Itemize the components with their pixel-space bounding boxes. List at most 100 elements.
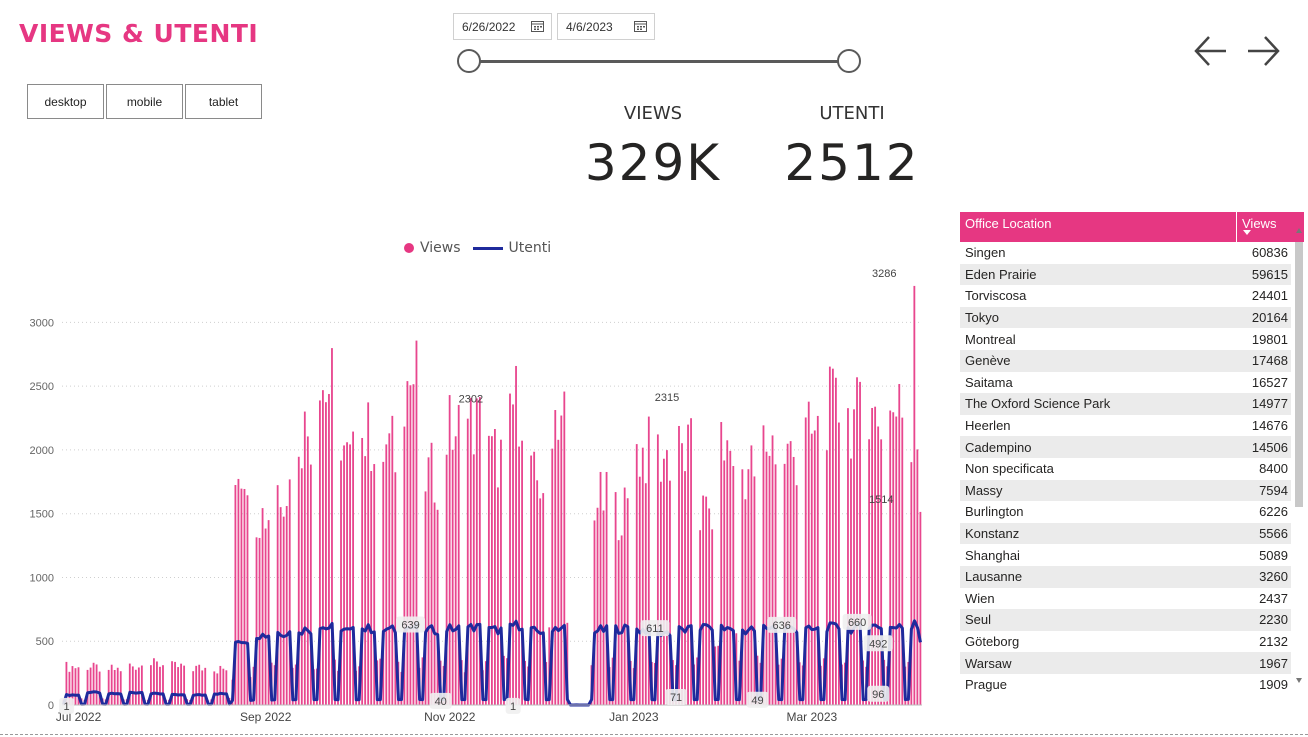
- views-bar: [119, 671, 122, 705]
- calendar-icon[interactable]: [634, 20, 647, 32]
- views-cell: 2132: [1259, 633, 1288, 649]
- views-bar: [554, 410, 557, 705]
- views-bar: [874, 406, 877, 705]
- views-bar: [494, 429, 496, 705]
- views-bar: [95, 664, 98, 705]
- office-location-cell: Massy: [965, 482, 1003, 498]
- office-location-cell: Eden Prairie: [965, 266, 1037, 282]
- views-bar: [373, 464, 376, 705]
- office-location-cell: The Oxford Science Park: [965, 396, 1111, 412]
- views-bar: [774, 464, 777, 705]
- views-column-header[interactable]: Views: [1237, 212, 1291, 242]
- views-bar: [364, 456, 367, 705]
- views-bar: [768, 455, 771, 705]
- views-cell: 60836: [1251, 245, 1288, 261]
- table-row[interactable]: Seul 2230: [960, 609, 1291, 631]
- table-row[interactable]: Heerlen 14676: [960, 415, 1291, 437]
- views-bar: [415, 340, 418, 705]
- views-bar: [850, 458, 852, 705]
- views-cell: 16527: [1251, 374, 1288, 390]
- office-location-cell: Warsaw: [965, 655, 1012, 671]
- date-slider-end-handle[interactable]: [837, 49, 861, 73]
- table-row[interactable]: Genève 17468: [960, 349, 1291, 372]
- views-bar: [282, 516, 285, 705]
- views-bar: [644, 483, 647, 705]
- table-row[interactable]: Massy 7594: [960, 479, 1291, 502]
- views-bar: [454, 436, 457, 705]
- table-row[interactable]: Wien 2437: [960, 588, 1291, 610]
- table-row[interactable]: Tokyo 20164: [960, 306, 1291, 329]
- forward-arrow-icon[interactable]: [1245, 33, 1281, 69]
- table-row[interactable]: Lausanne 3260: [960, 565, 1291, 588]
- views-bar: [500, 439, 502, 705]
- data-label-bg: [505, 697, 521, 714]
- desktop-button[interactable]: desktop: [27, 84, 104, 119]
- views-bar: [859, 381, 861, 705]
- views-bar: [901, 417, 904, 705]
- views-cell: 14676: [1251, 418, 1288, 434]
- views-bar: [910, 462, 913, 705]
- y-tick-label: 3000: [30, 317, 54, 329]
- office-location-cell: Saitama: [965, 374, 1013, 390]
- views-bar: [309, 464, 312, 705]
- office-location-cell: Prague: [965, 677, 1007, 693]
- views-bar: [89, 667, 92, 705]
- table-row[interactable]: Prague 1909: [960, 674, 1291, 696]
- views-bar: [451, 449, 454, 705]
- table-row[interactable]: Eden Prairie 59615: [960, 263, 1291, 286]
- views-bar: [720, 422, 723, 705]
- table-row[interactable]: Göteborg 2132: [960, 631, 1291, 653]
- office-location-cell: Burlington: [965, 504, 1024, 520]
- table-row[interactable]: Warsaw 1967: [960, 652, 1291, 674]
- data-label-bg: [640, 620, 670, 637]
- date-slider-start-handle[interactable]: [457, 49, 481, 73]
- views-bar: [614, 492, 617, 705]
- views-bar: [98, 671, 101, 705]
- table-scrollbar[interactable]: [1294, 222, 1304, 692]
- table-row[interactable]: Konstanz 5566: [960, 522, 1291, 545]
- data-label: 3286: [872, 268, 896, 280]
- views-bar: [813, 430, 816, 705]
- users-line: [62, 619, 922, 707]
- office-location-cell: Cadempino: [965, 439, 1032, 455]
- tablet-button[interactable]: tablet: [185, 84, 262, 119]
- back-arrow-icon[interactable]: [1193, 33, 1229, 69]
- views-bar: [599, 471, 602, 705]
- mobile-button[interactable]: mobile: [106, 84, 183, 119]
- views-bar: [828, 366, 831, 705]
- views-cell: 5566: [1259, 526, 1288, 542]
- table-row[interactable]: Shanghai 5089: [960, 544, 1291, 566]
- views-bar: [134, 669, 137, 705]
- views-bar: [853, 409, 855, 705]
- table-row[interactable]: Burlington 6226: [960, 501, 1291, 523]
- views-bar: [192, 671, 195, 705]
- y-tick-label: 2500: [30, 381, 54, 393]
- office-location-cell: Lausanne: [965, 569, 1023, 585]
- table-row[interactable]: Montreal 19801: [960, 328, 1291, 350]
- table-row[interactable]: Torviscosa 24401: [960, 285, 1291, 307]
- views-bar: [445, 454, 448, 705]
- table-row[interactable]: Singen 60836: [960, 242, 1291, 264]
- views-bar: [620, 535, 623, 705]
- end-date-input[interactable]: 4/6/2023: [557, 13, 655, 40]
- start-date-input[interactable]: 6/26/2022: [453, 13, 552, 40]
- office-location-column-header[interactable]: Office Location: [960, 212, 1237, 242]
- table-row[interactable]: Cadempino 14506: [960, 436, 1291, 458]
- views-cell: 19801: [1251, 331, 1288, 347]
- views-bar: [521, 440, 523, 705]
- views-bar: [303, 411, 306, 705]
- table-row[interactable]: Non specificata 8400: [960, 458, 1291, 480]
- date-slider-track[interactable]: [469, 60, 849, 63]
- views-bar: [201, 670, 204, 705]
- office-location-cell: Wien: [965, 590, 995, 606]
- views-bar: [792, 456, 795, 705]
- views-bar: [68, 671, 71, 705]
- views-bar: [328, 394, 330, 705]
- table-row[interactable]: Saitama 16527: [960, 372, 1291, 394]
- table-row[interactable]: The Oxford Science Park 14977: [960, 393, 1291, 415]
- calendar-icon[interactable]: [531, 20, 544, 32]
- views-bar: [403, 426, 406, 705]
- sort-desc-icon: [1243, 230, 1251, 235]
- scroll-down-icon: [1296, 678, 1302, 683]
- views-bar: [267, 520, 270, 705]
